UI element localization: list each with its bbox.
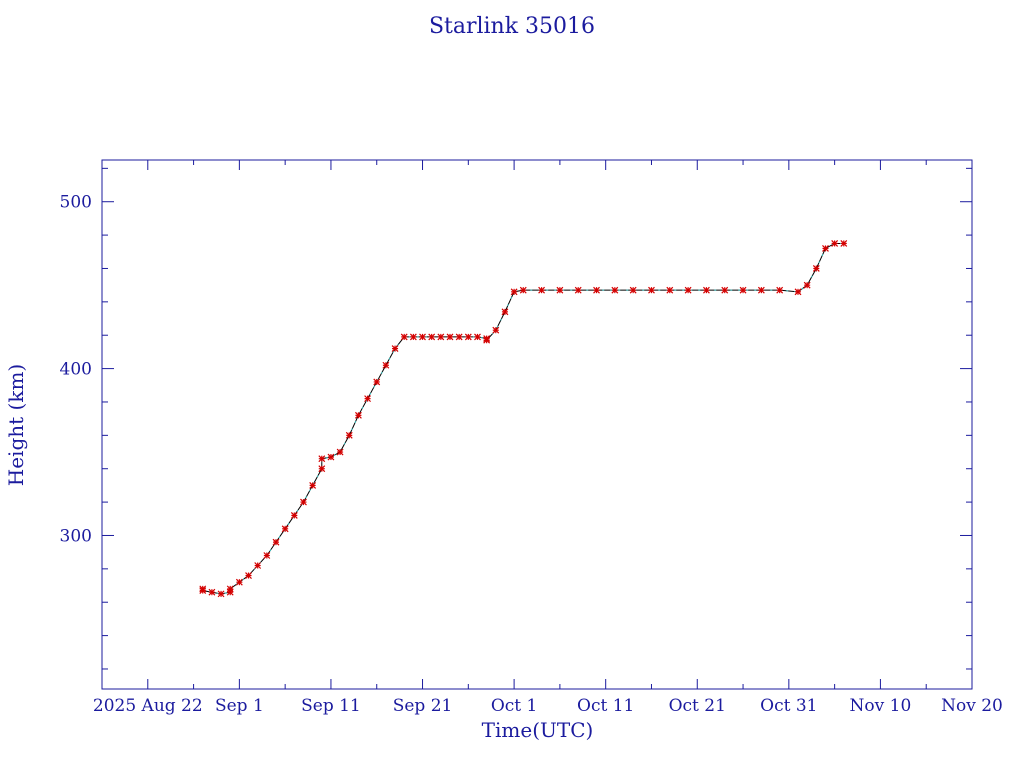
data-point	[428, 333, 436, 341]
data-point	[455, 333, 463, 341]
x-tick-label: 2025 Aug 22	[93, 696, 203, 716]
y-tick-label: 400	[60, 360, 92, 380]
data-point	[538, 286, 546, 294]
data-point	[318, 455, 326, 463]
data-point	[483, 336, 491, 344]
series-line	[202, 242, 844, 595]
data-point	[400, 333, 408, 341]
data-point	[391, 345, 399, 352]
x-tick-label: Oct 11	[577, 696, 634, 716]
data-point	[373, 378, 381, 386]
data-point	[327, 453, 335, 461]
data-point	[300, 498, 307, 506]
x-tick-label: Oct 1	[491, 696, 538, 716]
data-point	[803, 281, 811, 289]
data-point	[812, 265, 820, 272]
data-point	[593, 286, 600, 294]
data-point	[629, 286, 637, 294]
x-tick-label: Nov 20	[941, 696, 1003, 716]
data-point	[840, 240, 848, 247]
data-point	[492, 326, 500, 334]
data-point	[245, 572, 252, 579]
chart-title: Starlink 35016	[428, 14, 596, 39]
data-point	[336, 448, 344, 456]
data-point	[519, 286, 527, 294]
data-point	[199, 587, 207, 594]
data-point	[446, 333, 454, 341]
data-point	[464, 333, 472, 341]
data-point	[831, 240, 839, 247]
series-overlay-line	[202, 242, 844, 595]
data-point	[345, 431, 353, 439]
data-point	[556, 286, 564, 294]
x-tick-label: Nov 10	[850, 696, 912, 716]
data-point	[437, 333, 445, 341]
data-point	[226, 585, 234, 593]
data-point	[309, 481, 317, 489]
data-point	[794, 288, 802, 296]
x-tick-label: Oct 21	[669, 696, 726, 716]
data-point	[574, 286, 582, 294]
data-point	[318, 465, 326, 473]
x-axis-label: Time(UTC)	[481, 718, 594, 742]
data-point	[822, 245, 829, 252]
data-point	[739, 286, 747, 294]
data-point	[354, 411, 362, 419]
y-tick-label: 300	[60, 526, 92, 546]
x-tick-label: Sep 1	[215, 696, 264, 716]
data-point	[208, 588, 216, 596]
data-point	[648, 286, 655, 294]
data-point	[776, 286, 784, 294]
data-point	[254, 562, 262, 569]
data-point	[382, 361, 390, 369]
data-point	[510, 288, 518, 296]
data-point	[263, 552, 271, 559]
y-tick-label: 500	[60, 193, 92, 213]
data-point	[419, 333, 426, 341]
plot-frame	[101, 159, 973, 690]
data-point	[757, 286, 765, 294]
data-point	[474, 333, 481, 341]
data-point	[235, 578, 243, 586]
data-point	[501, 308, 509, 316]
data-point	[217, 590, 225, 598]
data-point	[684, 286, 692, 294]
data-point	[721, 286, 729, 294]
data-point	[364, 395, 372, 403]
data-point	[281, 525, 289, 533]
data-point	[409, 333, 417, 341]
x-tick-label: Sep 21	[393, 696, 453, 716]
y-axis-label: Height (km)	[4, 363, 28, 487]
data-point	[290, 512, 298, 519]
data-point	[702, 286, 710, 294]
x-tick-label: Oct 31	[760, 696, 817, 716]
x-tick-label: Sep 11	[301, 696, 361, 716]
data-point	[666, 286, 674, 294]
data-point	[272, 538, 280, 546]
data-point	[611, 286, 619, 294]
